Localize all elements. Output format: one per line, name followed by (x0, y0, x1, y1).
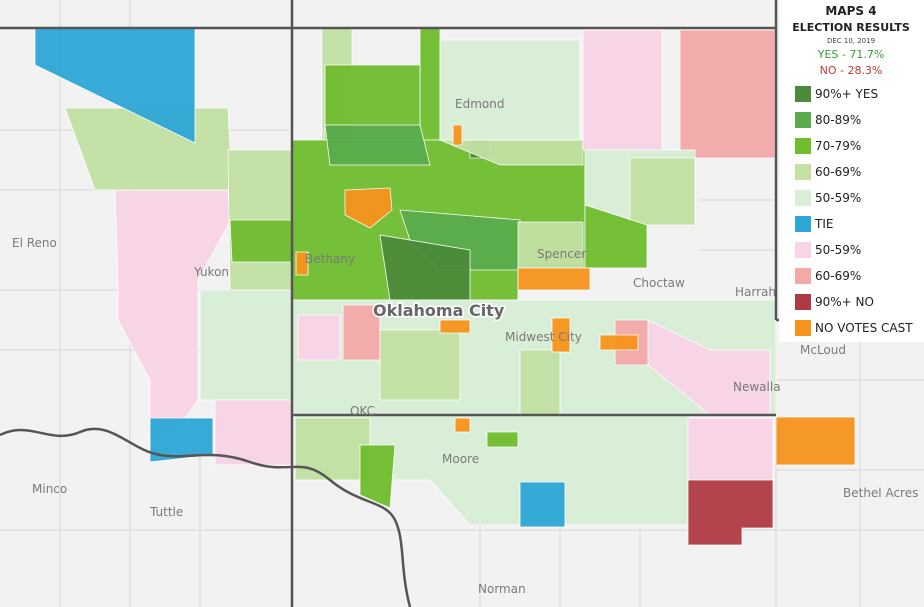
place-label: Minco (32, 482, 67, 496)
precincts (34, 27, 856, 546)
legend-label: 70-79% (815, 139, 861, 153)
legend-swatch (795, 138, 811, 154)
legend-label: 50-59% (815, 191, 861, 205)
legend-subtitle: ELECTION RESULTS (792, 21, 910, 34)
legend-yes: YES - 71.7% (817, 48, 885, 61)
place-label: Oklahoma City (373, 301, 505, 320)
place-label: Choctaw (633, 276, 685, 290)
place-label: McLoud (800, 343, 846, 357)
place-labels: El Reno Yukon Bethany Edmond Spencer Cho… (12, 97, 918, 596)
place-label: Harrah (735, 285, 776, 299)
place-label: Yukon (193, 265, 229, 279)
legend-label: 50-59% (815, 243, 861, 257)
place-label: Newalla (733, 380, 781, 394)
legend-label: NO VOTES CAST (815, 321, 913, 335)
place-label: Norman (478, 582, 526, 596)
legend-label: 90%+ YES (815, 87, 878, 101)
legend-swatch (795, 320, 811, 336)
legend-label: 60-69% (815, 269, 861, 283)
legend-label: TIE (814, 217, 833, 231)
place-label: El Reno (12, 236, 57, 250)
place-label: Tuttle (149, 505, 183, 519)
legend-swatch (795, 216, 811, 232)
place-label: Bethany (305, 252, 355, 266)
legend-label: 80-89% (815, 113, 861, 127)
place-label: Midwest City (505, 330, 582, 344)
legend: MAPS 4 ELECTION RESULTS DEC 10, 2019 YES… (779, 0, 924, 342)
legend-swatch (795, 86, 811, 102)
legend-swatch (795, 294, 811, 310)
legend-date: DEC 10, 2019 (827, 37, 875, 45)
legend-title: MAPS 4 (825, 4, 876, 18)
place-label: Spencer (537, 247, 586, 261)
legend-no: NO - 28.3% (820, 64, 883, 77)
legend-swatch (795, 112, 811, 128)
place-label: Moore (442, 452, 479, 466)
legend-swatch (795, 164, 811, 180)
legend-swatch (795, 268, 811, 284)
place-label: Bethel Acres (843, 486, 918, 500)
place-label: Edmond (455, 97, 504, 111)
legend-label: 60-69% (815, 165, 861, 179)
legend-swatch (795, 242, 811, 258)
place-label: OKC (350, 404, 375, 418)
legend-label: 90%+ NO (815, 295, 874, 309)
legend-swatch (795, 190, 811, 206)
